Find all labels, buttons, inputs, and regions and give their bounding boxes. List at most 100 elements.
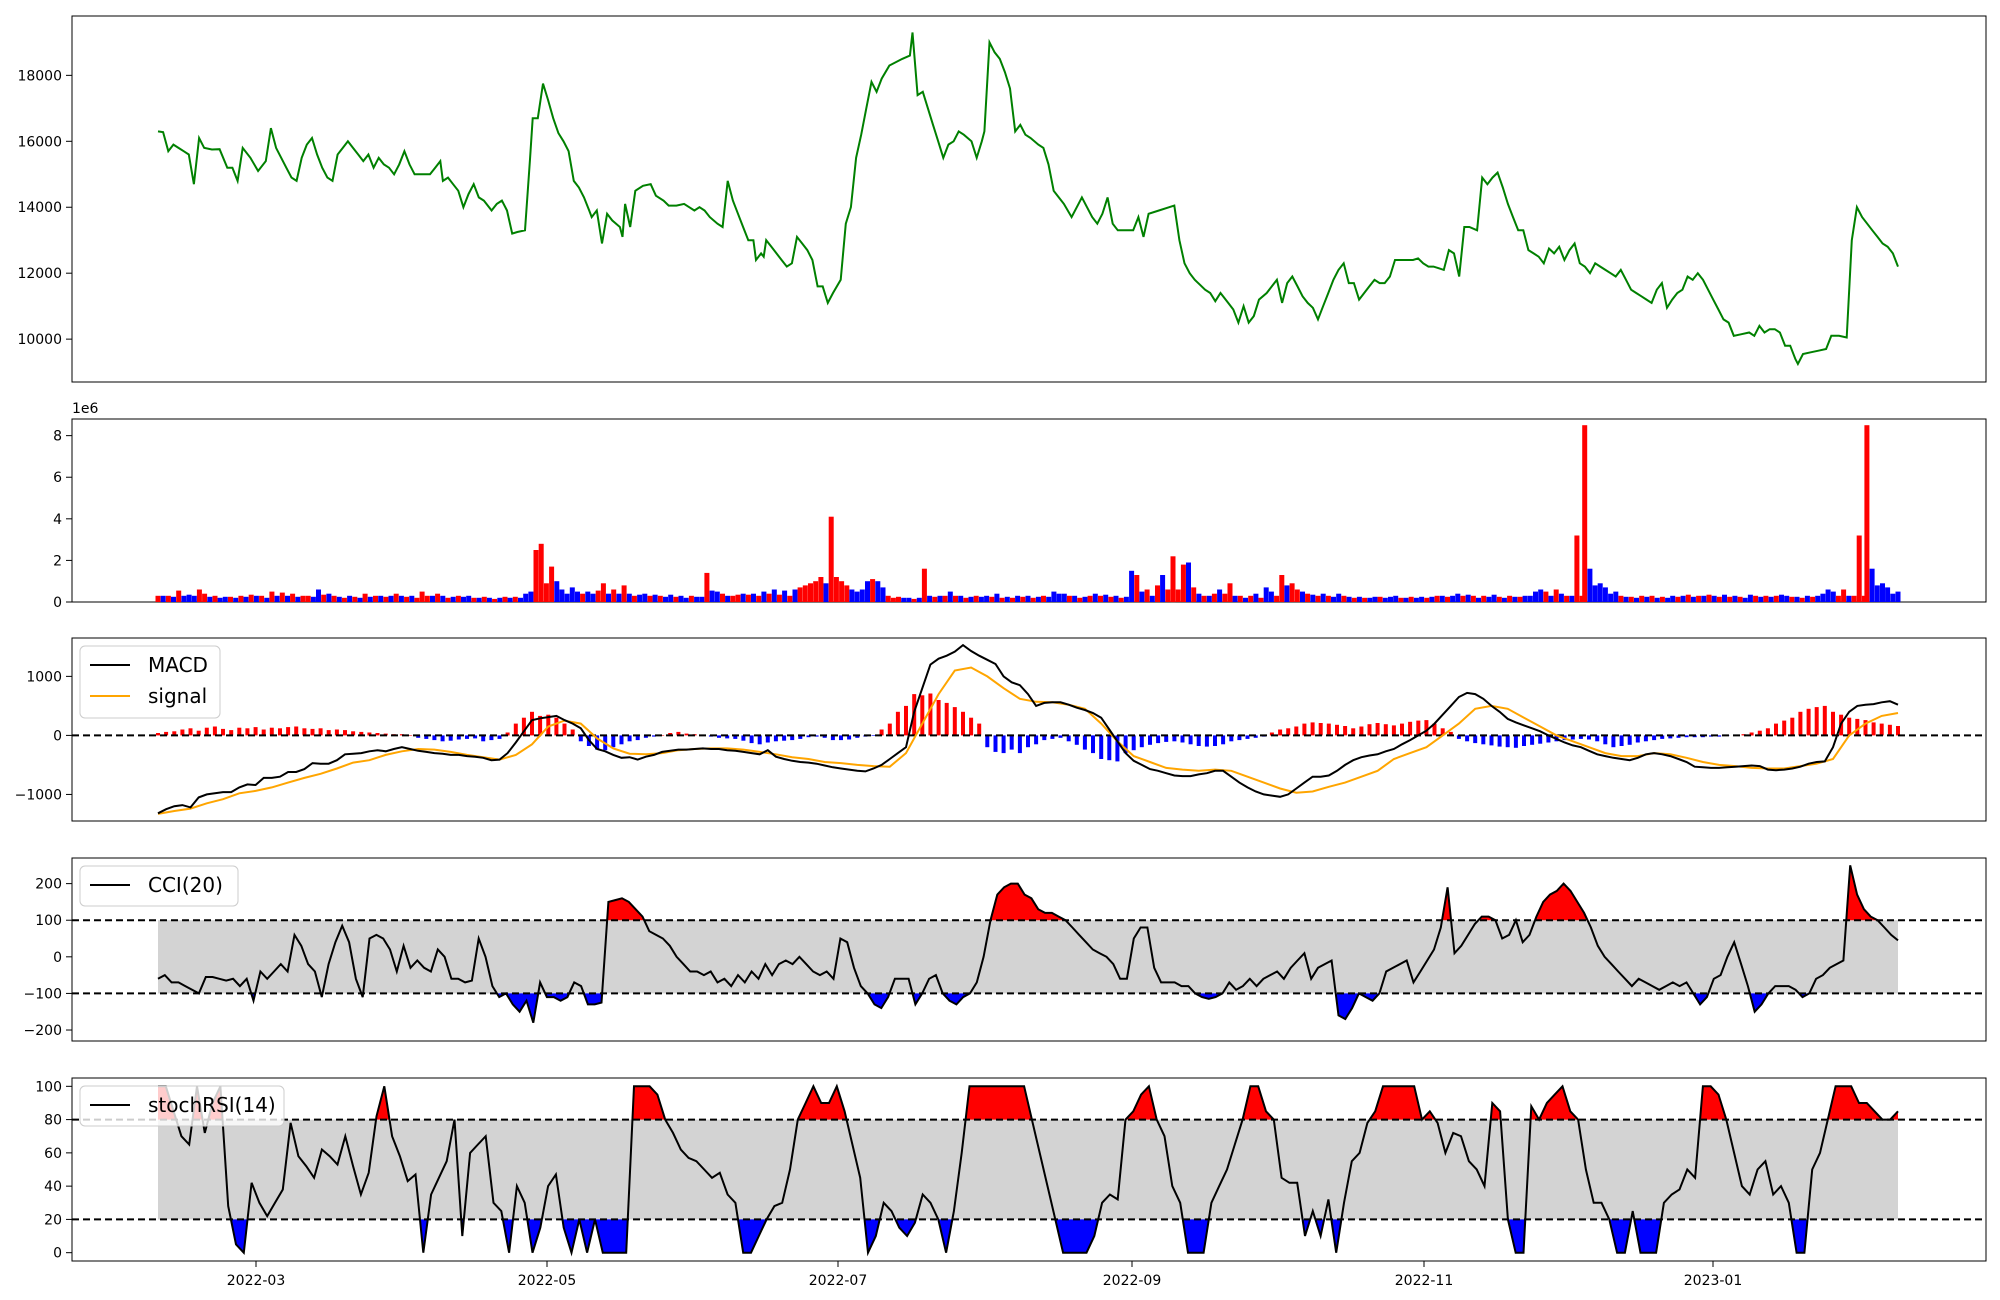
volume-bar [1419, 596, 1425, 602]
volume-bar [295, 596, 301, 602]
macd-histogram-bar [595, 735, 600, 750]
macd-histogram-bar [1001, 735, 1006, 754]
volume-bar [1680, 595, 1686, 602]
volume-bar [1810, 596, 1816, 602]
volume-bar [1066, 595, 1072, 602]
volume-bar [440, 595, 446, 602]
macd-histogram-bar [1269, 732, 1274, 736]
volume-bar [1020, 596, 1026, 602]
volume-bar [1825, 589, 1831, 602]
macd-histogram-bar [408, 735, 413, 736]
volume-bar [813, 581, 819, 602]
volume-bar [1206, 595, 1212, 602]
volume-bar [616, 593, 622, 602]
volume-bar [1569, 595, 1575, 602]
macd-histogram-bar [229, 730, 234, 736]
volume-bar [564, 593, 570, 602]
volume-bar [1895, 591, 1901, 602]
volume-bar [1134, 575, 1140, 602]
macd-histogram-bar [847, 735, 852, 740]
macd-histogram-bar [432, 735, 437, 741]
macd-histogram-bar [1335, 724, 1339, 736]
volume-bar [264, 597, 270, 602]
macd-histogram-bar [660, 735, 665, 736]
volume-bar [1553, 589, 1559, 602]
macd-histogram-bar [554, 717, 559, 736]
stochrsi-y-ticks: 100 80 60 40 20 0 [35, 1079, 72, 1262]
volume-bar [1155, 585, 1160, 602]
volume-bar [290, 593, 296, 602]
y-tick-label: 0 [53, 1246, 62, 1262]
macd-histogram-bar [359, 731, 364, 736]
volume-bar [580, 593, 586, 602]
volume-bar [341, 597, 347, 602]
volume-bar [181, 595, 187, 602]
volume-bar [595, 590, 601, 602]
volume-bar [1649, 595, 1655, 602]
volume-bar [1346, 596, 1352, 602]
volume-bar [1794, 596, 1800, 602]
macd-histogram-bar [1757, 730, 1762, 736]
macd-histogram-bar [440, 735, 445, 742]
macd-histogram-bar [1326, 723, 1331, 736]
macd-histogram-bar [1847, 717, 1852, 736]
volume-bar [471, 597, 477, 602]
y-tick-label: 4 [53, 512, 62, 528]
volume-bar [1597, 583, 1603, 602]
volume-bar [1403, 597, 1409, 602]
volume-bar [647, 595, 653, 602]
macd-histogram-bar [1172, 735, 1177, 742]
price-y-ticks: 10000 12000 14000 16000 18000 [17, 68, 72, 348]
volume-bar [709, 590, 715, 602]
macd-histogram-bar [643, 735, 648, 738]
macd-histogram-bar [1822, 705, 1827, 736]
macd-histogram-bar [806, 735, 811, 738]
macd-histogram-bar [367, 732, 372, 736]
volume-bar [1846, 595, 1852, 602]
volume-bar [430, 595, 435, 602]
macd-histogram-bar [310, 728, 315, 736]
x-tick-label: 2022-09 [1103, 1273, 1162, 1289]
volume-bar [1507, 595, 1513, 602]
volume-bar [606, 593, 611, 602]
volume-bar [228, 596, 233, 602]
volume-bar [989, 596, 995, 602]
macd-histogram-bar [1082, 735, 1087, 750]
volume-bar [1098, 595, 1103, 602]
volume-bar [1439, 595, 1445, 602]
macd-histogram-bar [904, 705, 908, 736]
macd-histogram-bar [1026, 735, 1030, 748]
volume-bar [1861, 595, 1867, 602]
volume-bar [1175, 589, 1181, 602]
volume-bar [600, 583, 606, 602]
volume-bar [186, 594, 192, 602]
volume-bar [859, 589, 865, 602]
macd-histogram-bar [1107, 735, 1112, 761]
volume-bar [1890, 593, 1896, 602]
volume-bar [1139, 591, 1145, 602]
volume-bar [1491, 594, 1497, 602]
macd-legend: MACD signal [79, 645, 221, 719]
macd-histogram-bar [237, 727, 242, 736]
volume-bar [828, 516, 834, 602]
macd-histogram-bar [627, 735, 632, 742]
volume-bar [621, 585, 627, 602]
volume-bar [1582, 425, 1588, 602]
volume-bar [1716, 596, 1722, 602]
volume-bar [585, 591, 591, 602]
macd-histogram-bar [1139, 735, 1144, 748]
volume-bar [1659, 596, 1665, 602]
macd-histogram-bar [1652, 735, 1657, 741]
macd-histogram-bar [1294, 726, 1299, 736]
volume-bar [657, 595, 663, 602]
volume-bar [502, 596, 508, 602]
volume-bar [1579, 595, 1585, 602]
macd-histogram-bar [1148, 735, 1152, 745]
macd-histogram-bar [725, 735, 730, 739]
stochrsi-panel: 100 80 60 40 20 0 stochRSI(14) 2022-03 2022-05… [35, 1077, 1987, 1289]
volume-bar [1258, 597, 1264, 602]
volume-bar [196, 589, 202, 602]
signal-legend-label: signal [148, 684, 207, 708]
volume-bar [1835, 595, 1841, 602]
